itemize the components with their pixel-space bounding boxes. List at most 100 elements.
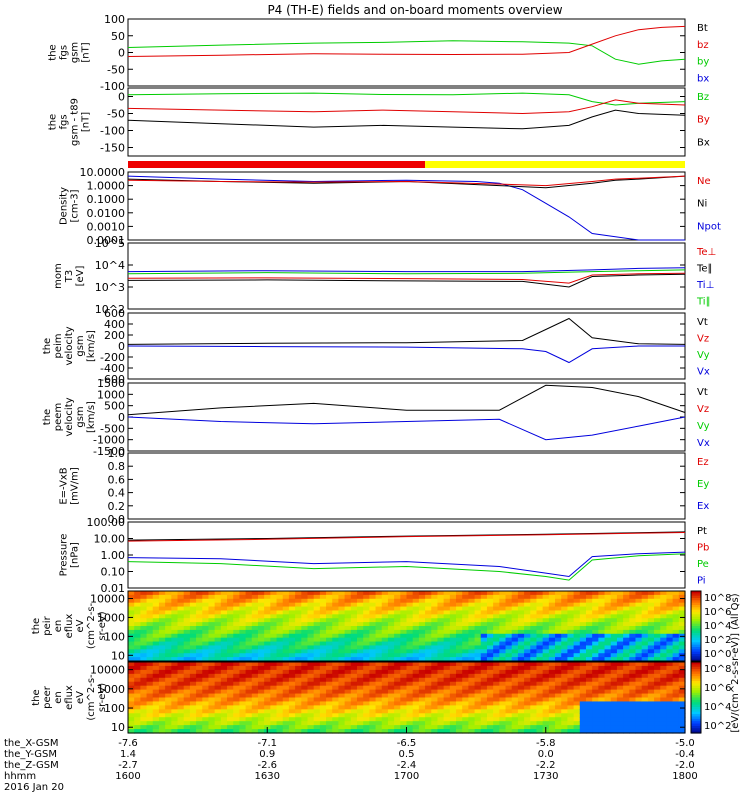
colorbar-cell — [691, 644, 701, 648]
y-axis-label-line: the — [31, 689, 42, 705]
y-axis-label-line: [km/s] — [86, 330, 97, 362]
panel-frame — [127, 382, 686, 452]
legend-entry: by — [697, 57, 709, 68]
y-axis-label-line: en — [53, 620, 64, 633]
y-tick-label: -400 — [100, 362, 125, 375]
panel-frame — [127, 87, 686, 157]
legend-entry: Vz — [697, 334, 709, 345]
colorbar-cell — [691, 706, 701, 710]
legend: Bz By Bx — [697, 92, 710, 148]
y-tick-label: 10000 — [90, 593, 125, 606]
panel-frame — [127, 171, 686, 241]
colorbar-cell — [691, 730, 701, 734]
x-tick-label: 1630 — [255, 771, 280, 782]
series-Npot — [127, 175, 685, 241]
series-Pe — [127, 553, 686, 581]
y-axis-label-line: sr-eV) — [97, 611, 108, 640]
legend: Vt Vz Vy Vx — [697, 387, 710, 449]
colorbar-cell — [691, 695, 701, 699]
y-tick-label: 50 — [111, 30, 125, 43]
colorbar-cell — [691, 711, 701, 715]
colorbar-cell — [691, 676, 701, 680]
y-tick-label: 0 — [118, 47, 125, 60]
y-axis-label-line: [cm-3] — [70, 189, 81, 222]
y-tick-label: 10.0000 — [80, 166, 126, 179]
colorbar-cell — [691, 605, 701, 608]
y-axis-label-line: [nPa] — [70, 542, 81, 568]
x-row-label: hhmm — [4, 771, 36, 782]
y-tick-label: 200 — [104, 329, 125, 342]
legend-entry: Npot — [697, 221, 721, 232]
legend-entry: Pe — [697, 559, 709, 570]
colorbar-cell — [691, 607, 701, 611]
colorbar-tick: 10^8 — [704, 664, 731, 675]
colorbar-cell — [691, 721, 701, 725]
y-tick-label: 0 — [118, 340, 125, 353]
colorbar-cell — [691, 692, 701, 696]
legend-entry: Vx — [697, 367, 710, 378]
panel-pressure: 100.00 10.00 1.00 0.10 0.01 Pressure [nPa] Pt Pb… — [59, 516, 710, 595]
legend: Vt Vz Vy Vx — [697, 317, 710, 378]
colorbar-cell — [691, 614, 701, 618]
legend: Te⊥ Te∥ Ti⊥ Ti∥ — [696, 247, 716, 308]
y-tick-label: 400 — [104, 318, 125, 331]
colorbar-cell — [691, 723, 701, 727]
y-tick-label: 10 — [111, 721, 125, 734]
legend-entry: Vy — [697, 421, 710, 432]
y-axis-label: mom T3 [eV] — [53, 263, 86, 289]
y-tick-label: 1000 — [97, 611, 125, 624]
y-tick-label: -1000 — [93, 434, 125, 447]
colorbar-tick: 10^4 — [704, 621, 731, 632]
colorbar-tick: 10^2 — [704, 721, 731, 732]
colorbar-tick: 10^6 — [704, 607, 731, 618]
colorbar-cell — [691, 702, 701, 706]
series-Vx — [127, 345, 685, 364]
y-axis-label-line: gsm — [75, 406, 86, 427]
colorbar-cell — [691, 647, 701, 650]
x-tick-label: 1700 — [394, 771, 419, 782]
y-axis-label-line: gsm — [70, 42, 81, 63]
y-axis-label-line: eV — [75, 619, 86, 632]
y-tick-label: 0 — [118, 91, 125, 104]
legend-entry: Te∥ — [696, 264, 713, 275]
y-axis-label-line: peim — [53, 333, 64, 358]
colorbar-frame — [690, 590, 702, 662]
legend-entry: Bt — [697, 23, 708, 34]
legend-entry: bz — [697, 40, 709, 51]
y-axis-label-line: [nT] — [81, 112, 92, 132]
colorbar-cell — [691, 623, 701, 627]
y-axis-label-line: fgs — [59, 45, 70, 60]
y-axis-label: E=-VxB [mV/m] — [59, 467, 81, 505]
colorbar-tick: 10^4 — [704, 702, 731, 713]
legend-entry: Bz — [697, 92, 709, 103]
panel-e-field: 1.00.80.60.40.20.0 E=-VxB [mV/m] Ez Ey Ex — [59, 447, 710, 526]
y-tick-label: -200 — [100, 351, 125, 364]
y-tick-label: -600 — [100, 373, 125, 386]
colorbar-cell — [691, 666, 701, 670]
y-tick-label: 0.0010 — [87, 220, 126, 233]
y-tick-label: 0.10 — [101, 566, 126, 579]
colorbar-cell — [691, 593, 701, 597]
y-axis-label-line: the — [31, 618, 42, 634]
y-axis-label-line: eflux — [64, 685, 75, 710]
x-tick-label: 1730 — [533, 771, 558, 782]
y-tick-label: 1000 — [97, 683, 125, 696]
colorbar-cell — [691, 633, 701, 636]
panel-frame — [127, 521, 686, 589]
y-tick-label: 10 — [111, 649, 125, 662]
x-row-label: the_Z-GSM — [4, 760, 59, 771]
legend-entry: Vx — [697, 438, 710, 449]
colorbar-cell — [691, 662, 701, 665]
series-Te⊥ — [127, 272, 686, 284]
y-tick-label: 0.0001 — [87, 234, 126, 247]
panel-frame — [127, 452, 686, 520]
colorbar-cell — [691, 685, 701, 689]
y-tick-label: 100 — [104, 702, 125, 715]
y-axis-label-line: [nT] — [81, 42, 92, 62]
legend-entry: bx — [697, 73, 709, 84]
colorbar-cell — [691, 658, 701, 662]
legend-entry: Ey — [697, 479, 709, 490]
y-tick-label: 10^4 — [95, 259, 125, 272]
series-Pb — [127, 532, 686, 542]
